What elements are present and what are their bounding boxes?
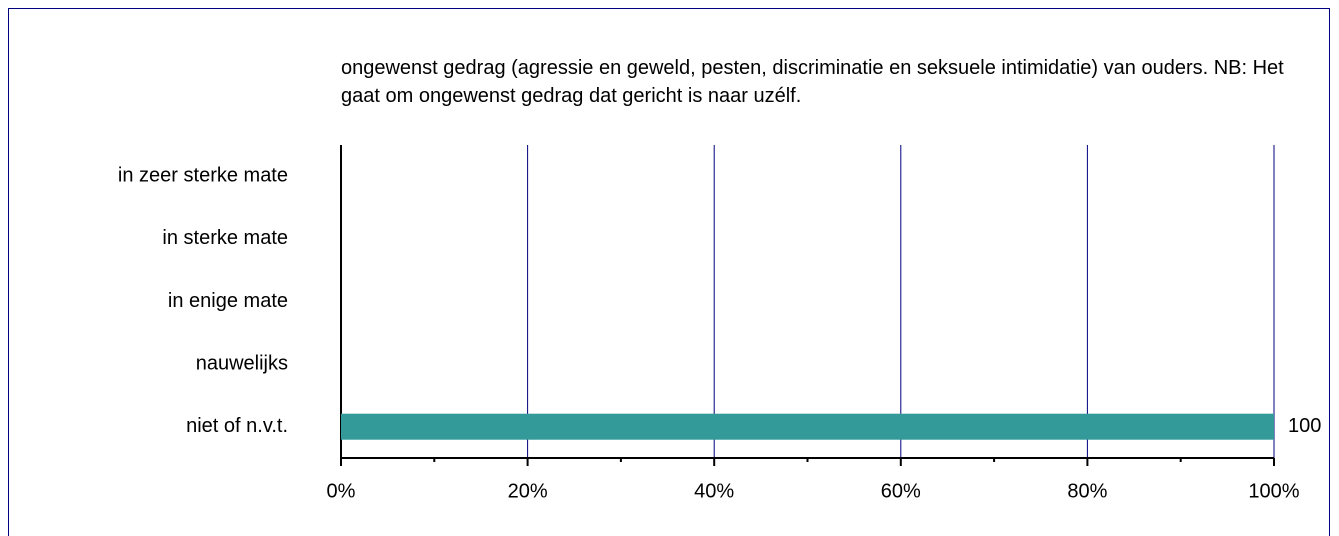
x-tick-label: 60% xyxy=(881,480,921,502)
value-label: 100 xyxy=(1288,415,1321,437)
bar xyxy=(341,413,1274,440)
chart-frame xyxy=(8,8,1330,536)
x-tick-label: 80% xyxy=(1067,480,1107,502)
x-tick-label: 100% xyxy=(1248,480,1299,502)
y-tick-label: in zeer sterke mate xyxy=(118,165,288,187)
x-tick-label: 40% xyxy=(694,480,734,502)
chart-title: ongewenst gedrag (agressie en geweld, pe… xyxy=(341,57,1284,107)
y-tick-label: nauwelijks xyxy=(196,352,288,374)
x-tick-label: 0% xyxy=(327,480,356,502)
x-tick-label: 20% xyxy=(508,480,548,502)
y-tick-label: niet of n.v.t. xyxy=(186,415,288,437)
y-tick-label: in sterke mate xyxy=(162,227,288,249)
y-tick-label: in enige mate xyxy=(168,290,288,312)
